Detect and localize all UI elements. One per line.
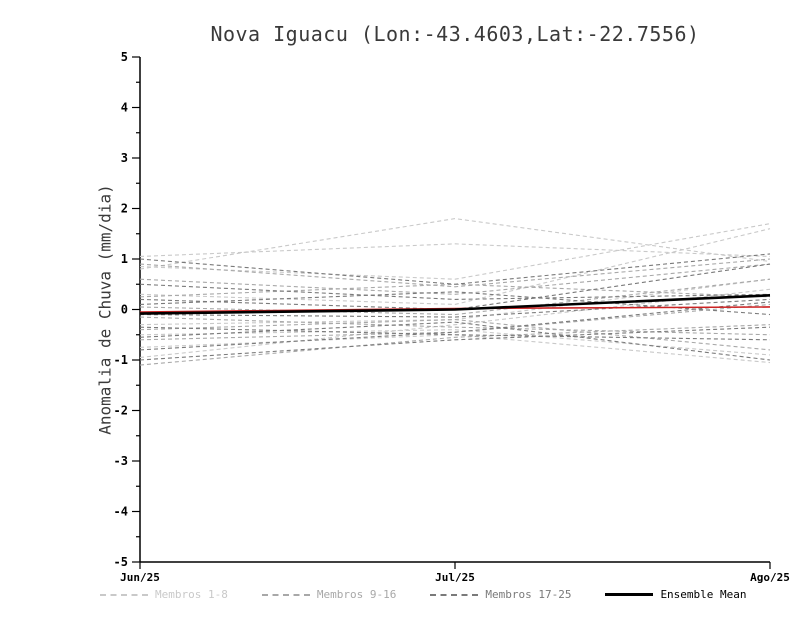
member-line bbox=[139, 283, 771, 298]
y-tick-label: 2 bbox=[121, 202, 128, 216]
member-line bbox=[139, 223, 771, 280]
y-tick-label: 1 bbox=[121, 252, 128, 266]
member-line bbox=[139, 334, 771, 364]
member-line bbox=[139, 253, 771, 285]
y-tick-label: -2 bbox=[114, 404, 128, 418]
legend-solid-line-swatch bbox=[605, 593, 654, 596]
y-tick-label: -4 bbox=[114, 505, 128, 519]
y-tick-label: 5 bbox=[121, 50, 128, 64]
x-tick-label: Ago/25 bbox=[750, 571, 790, 584]
legend-label: Membros 1-8 bbox=[155, 588, 228, 601]
y-tick-label: -5 bbox=[114, 555, 128, 569]
chart-title: Nova Iguacu (Lon:-43.4603,Lat:-22.7556) bbox=[210, 22, 700, 46]
member-line bbox=[139, 326, 771, 341]
member-line bbox=[139, 319, 771, 351]
member-line bbox=[139, 218, 771, 270]
x-tick-label: Jul/25 bbox=[435, 571, 475, 584]
legend-entry: Membros 17-25 bbox=[430, 588, 571, 601]
legend-entry: Ensemble Mean bbox=[605, 588, 747, 601]
y-tick-label: -3 bbox=[114, 454, 128, 468]
member-line bbox=[139, 316, 771, 336]
member-line bbox=[139, 326, 771, 361]
legend-label: Membros 17-25 bbox=[485, 588, 572, 601]
y-tick-label: 0 bbox=[121, 303, 128, 317]
legend-dashed-line-swatch bbox=[261, 593, 310, 596]
member-line bbox=[139, 321, 771, 361]
y-tick-label: -1 bbox=[114, 353, 128, 367]
legend-dashed-line-swatch bbox=[100, 593, 148, 596]
member-line bbox=[139, 329, 771, 356]
legend-entry: Membros 1-8 bbox=[100, 588, 228, 601]
y-tick-label: 3 bbox=[121, 151, 128, 165]
member-line bbox=[139, 258, 771, 288]
legend-dashed-line-swatch bbox=[430, 593, 479, 596]
ensemble-mean-line bbox=[139, 294, 771, 315]
member-line bbox=[139, 243, 771, 258]
y-tick-label: 4 bbox=[121, 101, 128, 115]
member-line bbox=[139, 324, 771, 366]
member-line bbox=[139, 301, 771, 351]
member-line bbox=[139, 298, 771, 318]
legend: Membros 1-8 Membros 9-16 Membros 17-25 Ense… bbox=[100, 588, 780, 601]
member-line bbox=[139, 263, 771, 295]
legend-entry: Membros 9-16 bbox=[261, 588, 397, 601]
member-line bbox=[139, 283, 771, 300]
x-tick-label: Jun/25 bbox=[120, 571, 160, 584]
legend-label: Ensemble Mean bbox=[660, 588, 747, 601]
legend-label: Membros 9-16 bbox=[316, 588, 397, 601]
member-line bbox=[139, 228, 771, 306]
member-line bbox=[139, 278, 771, 316]
